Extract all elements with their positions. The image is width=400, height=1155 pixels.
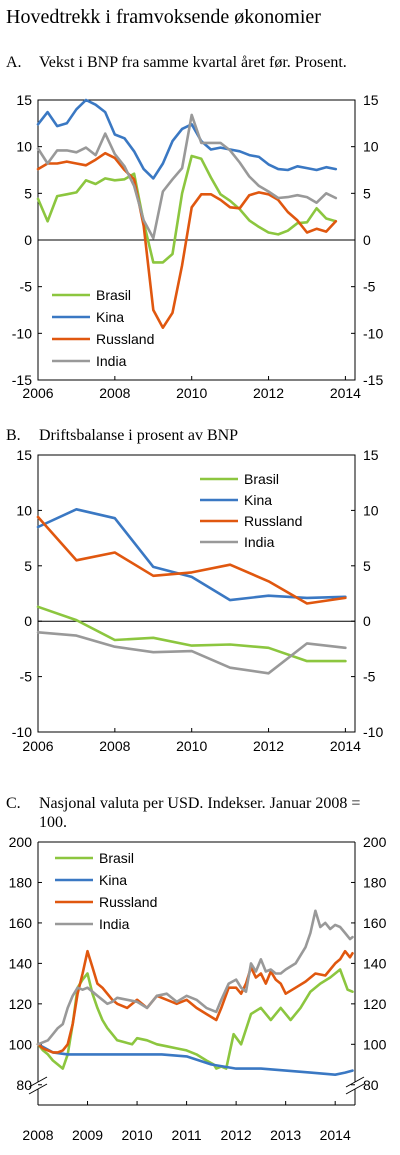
y-tick-label-left: 100: [9, 1036, 33, 1052]
x-tick-label: 2014: [330, 738, 361, 754]
legend-label-india: India: [96, 353, 127, 369]
legend-label-russland: Russland: [99, 894, 157, 910]
series-line-india: [36, 113, 338, 240]
y-tick-label-left: 5: [24, 558, 32, 574]
x-tick-label: 2011: [172, 1127, 202, 1143]
chart-panel-1: [36, 454, 356, 733]
y-tick-label-left: 10: [16, 139, 32, 155]
y-tick-label-right: -5: [363, 279, 376, 295]
x-tick-label: 2010: [176, 738, 207, 754]
y-tick-label-right: 5: [363, 558, 371, 574]
y-tick-label-left: 80: [16, 1077, 32, 1093]
axis-break-mark: [28, 1076, 48, 1088]
y-tick-label-right: 0: [363, 613, 371, 629]
panel-b-title-text: Driftsbalanse i prosent av BNP: [39, 427, 239, 444]
y-tick-label-left: 160: [9, 915, 33, 931]
x-tick-label: 2010: [121, 1127, 152, 1143]
y-tick-label-right: 10: [363, 502, 379, 518]
axis-break-mark: [345, 1076, 365, 1088]
legend-label-russland: Russland: [96, 331, 154, 347]
x-tick-label: 2014: [320, 1127, 351, 1143]
x-tick-label: 2014: [330, 385, 361, 401]
x-tick-label: 2012: [253, 385, 284, 401]
series-line-kina: [36, 98, 338, 180]
chart-panel-0: [36, 98, 356, 381]
y-tick-label-left: 0: [24, 232, 32, 248]
x-tick-label: 2008: [22, 1127, 53, 1143]
panel-c-title-text: Nasjonal valuta per USD. Indekser. Janua…: [39, 795, 361, 831]
plot-frame: [37, 454, 356, 733]
y-tick-label-right: 160: [363, 915, 387, 931]
x-tick-label: 2012: [253, 738, 284, 754]
chart-panel-2: [28, 841, 365, 1106]
series-line-russland: [36, 949, 354, 1054]
y-tick-label-right: 200: [363, 834, 387, 850]
y-tick-label-right: 180: [363, 874, 387, 890]
y-tick-label-right: 140: [363, 955, 387, 971]
legend-label-india: India: [99, 916, 130, 932]
main-title: Hovedtrekk i framvoksende økonomier: [6, 6, 321, 28]
y-tick-label-left: -10: [12, 325, 32, 341]
axis-break-mark: [345, 1083, 365, 1095]
x-tick-label: 2008: [99, 385, 130, 401]
y-tick-label-left: -5: [20, 279, 33, 295]
series-line-india: [36, 630, 347, 675]
y-tick-label-left: -15: [12, 372, 32, 388]
y-tick-label-left: -5: [20, 669, 33, 685]
x-tick-label: 2006: [22, 738, 53, 754]
y-tick-label-right: 100: [363, 1036, 387, 1052]
x-tick-label: 2012: [221, 1127, 252, 1143]
y-tick-label-left: 10: [16, 502, 32, 518]
y-tick-label-right: 80: [363, 1077, 379, 1093]
y-tick-label-left: 5: [24, 185, 32, 201]
x-tick-label: 2010: [176, 385, 207, 401]
panel-a-label: A.: [6, 54, 22, 71]
y-tick-label-left: 15: [16, 92, 32, 108]
y-tick-label-right: 0: [363, 232, 371, 248]
y-tick-label-right: -15: [363, 372, 383, 388]
y-tick-label-left: -10: [12, 724, 32, 740]
legend-label-brasil: Brasil: [99, 850, 134, 866]
y-tick-label-left: 140: [9, 955, 33, 971]
y-tick-label-right: 120: [363, 996, 387, 1012]
x-tick-label: 2009: [72, 1127, 103, 1143]
legend-label-kina: Kina: [96, 309, 124, 325]
y-tick-label-left: 120: [9, 996, 33, 1012]
legend-label-india: India: [244, 534, 275, 550]
series-line-brasil: [36, 605, 347, 663]
x-tick-label: 2006: [22, 385, 53, 401]
y-tick-label-right: -5: [363, 669, 376, 685]
y-tick-label-right: 10: [363, 139, 379, 155]
series-line-india: [36, 909, 354, 1046]
panel-a-title-text: Vekst i BNP fra samme kvartal året før. …: [39, 54, 347, 71]
x-tick-label: 2013: [270, 1127, 301, 1143]
series-line-russland: [36, 151, 338, 330]
legend-label-brasil: Brasil: [96, 287, 131, 303]
y-tick-label-right: 5: [363, 185, 371, 201]
panel-c-label: C.: [6, 795, 21, 812]
series-line-russland: [36, 515, 347, 605]
y-tick-label-right: 15: [363, 92, 379, 108]
y-tick-label-right: 15: [363, 447, 379, 463]
y-tick-label-right: -10: [363, 724, 383, 740]
legend-label-russland: Russland: [244, 513, 302, 529]
y-tick-label-left: 15: [16, 447, 32, 463]
y-tick-label-left: 180: [9, 874, 33, 890]
legend-label-kina: Kina: [99, 872, 127, 888]
y-tick-label-left: 0: [24, 613, 32, 629]
series-line-kina: [36, 1043, 354, 1076]
series-line-brasil: [36, 154, 338, 264]
legend-label-kina: Kina: [244, 492, 272, 508]
y-tick-label-right: -10: [363, 325, 383, 341]
x-tick-label: 2008: [99, 738, 130, 754]
panel-b-label: B.: [6, 427, 21, 444]
legend-label-brasil: Brasil: [244, 471, 279, 487]
axis-break-mark: [28, 1083, 48, 1095]
y-tick-label-left: 200: [9, 834, 33, 850]
